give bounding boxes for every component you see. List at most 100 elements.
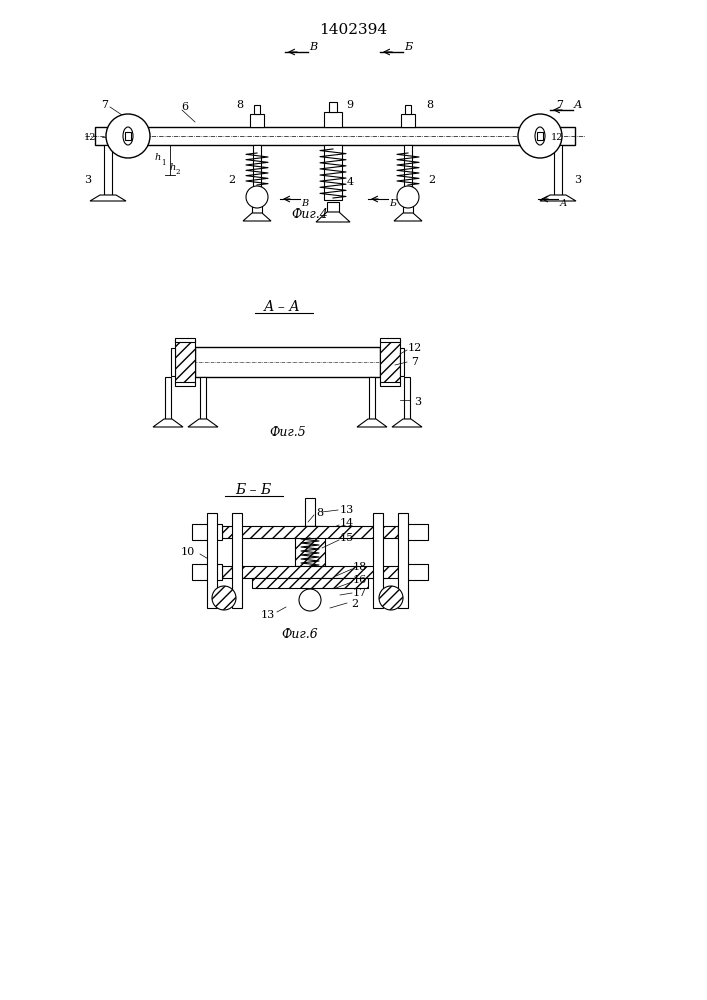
Text: 12: 12 (551, 132, 563, 141)
Bar (369, 377, 375, 419)
Bar (305, 498, 315, 526)
Bar (250, 114, 264, 127)
Text: В: В (301, 198, 308, 208)
Bar (327, 202, 339, 212)
Text: 16: 16 (353, 575, 367, 585)
Bar (195, 347, 380, 377)
Circle shape (299, 589, 321, 611)
Text: 9: 9 (346, 100, 354, 110)
Circle shape (246, 186, 268, 208)
Polygon shape (90, 195, 126, 201)
Text: 17: 17 (353, 588, 367, 598)
Bar (324, 145, 342, 200)
Bar (398, 513, 408, 608)
Polygon shape (392, 419, 422, 427)
Text: 3: 3 (84, 175, 92, 185)
Bar (537, 132, 543, 140)
Bar (104, 145, 112, 195)
Text: 18: 18 (353, 562, 367, 572)
Bar (95, 127, 575, 145)
Bar (232, 513, 242, 608)
Polygon shape (357, 419, 387, 427)
Text: 13: 13 (340, 505, 354, 515)
Bar (398, 564, 428, 580)
Bar (175, 382, 195, 386)
Text: 7: 7 (411, 357, 419, 367)
Text: 1402394: 1402394 (319, 23, 387, 37)
Circle shape (397, 186, 419, 208)
Bar (404, 377, 410, 419)
Text: 13: 13 (261, 610, 275, 620)
Bar (403, 205, 413, 213)
Text: 2: 2 (351, 599, 358, 609)
Bar (380, 340, 400, 384)
Circle shape (518, 114, 562, 158)
Bar (222, 566, 398, 578)
Bar (554, 145, 562, 195)
Bar (401, 114, 415, 127)
Bar (380, 382, 400, 386)
Bar (253, 145, 261, 187)
Bar (324, 112, 342, 127)
Text: 10: 10 (181, 547, 195, 557)
Text: А: А (559, 198, 567, 208)
Text: Фиг.6: Фиг.6 (281, 629, 318, 642)
Text: 15: 15 (340, 533, 354, 543)
Polygon shape (188, 419, 218, 427)
Text: Б: Б (390, 198, 397, 208)
Bar (252, 578, 368, 588)
Text: 2: 2 (428, 175, 436, 185)
Text: 6: 6 (182, 102, 189, 112)
Text: 3: 3 (574, 175, 582, 185)
Bar (373, 513, 383, 608)
Text: А – А: А – А (264, 300, 300, 314)
Text: 8: 8 (317, 508, 324, 518)
Text: 12: 12 (408, 343, 422, 353)
Text: 14: 14 (340, 518, 354, 528)
Text: 8: 8 (236, 100, 244, 110)
Text: 7: 7 (102, 100, 108, 110)
Polygon shape (394, 213, 422, 221)
Bar (329, 102, 337, 112)
Text: Фиг.4: Фиг.4 (291, 208, 328, 221)
Bar (207, 513, 217, 608)
Bar (192, 564, 222, 580)
Polygon shape (153, 419, 183, 427)
Text: 7: 7 (556, 100, 563, 110)
Text: В: В (309, 42, 317, 52)
Bar (125, 132, 131, 140)
Text: 2: 2 (176, 168, 180, 176)
Text: Б – Б: Б – Б (235, 483, 271, 497)
Text: 8: 8 (426, 100, 433, 110)
Bar (398, 524, 428, 540)
Text: h: h (170, 162, 176, 172)
Text: h: h (155, 153, 161, 162)
Bar (252, 205, 262, 213)
Circle shape (106, 114, 150, 158)
Bar (295, 526, 325, 566)
Bar (400, 348, 404, 376)
Text: Б: Б (404, 42, 412, 52)
Bar (171, 348, 175, 376)
Bar (404, 145, 412, 187)
Text: 12: 12 (83, 132, 96, 141)
Polygon shape (540, 195, 576, 201)
Ellipse shape (123, 127, 133, 145)
Bar (175, 338, 195, 342)
Bar (301, 526, 319, 530)
Polygon shape (243, 213, 271, 221)
Bar (222, 526, 398, 538)
Circle shape (212, 586, 236, 610)
Text: 4: 4 (346, 177, 354, 187)
Bar (200, 377, 206, 419)
Circle shape (379, 586, 403, 610)
Text: А: А (574, 100, 582, 110)
Bar (165, 377, 171, 419)
Bar (254, 105, 260, 114)
Text: 1: 1 (160, 159, 165, 167)
Text: 3: 3 (414, 397, 421, 407)
Text: 2: 2 (228, 175, 235, 185)
Bar (175, 340, 195, 384)
Ellipse shape (535, 127, 545, 145)
Bar (192, 524, 222, 540)
